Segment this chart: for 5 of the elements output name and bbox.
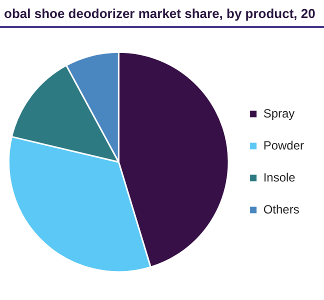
- legend-label: Others: [263, 202, 300, 216]
- legend-label: Powder: [263, 138, 304, 152]
- chart-title: obal shoe deodorizer market share, by product, 20: [0, 0, 324, 28]
- legend-label: Insole: [263, 170, 296, 184]
- legend-label: Spray: [263, 106, 295, 120]
